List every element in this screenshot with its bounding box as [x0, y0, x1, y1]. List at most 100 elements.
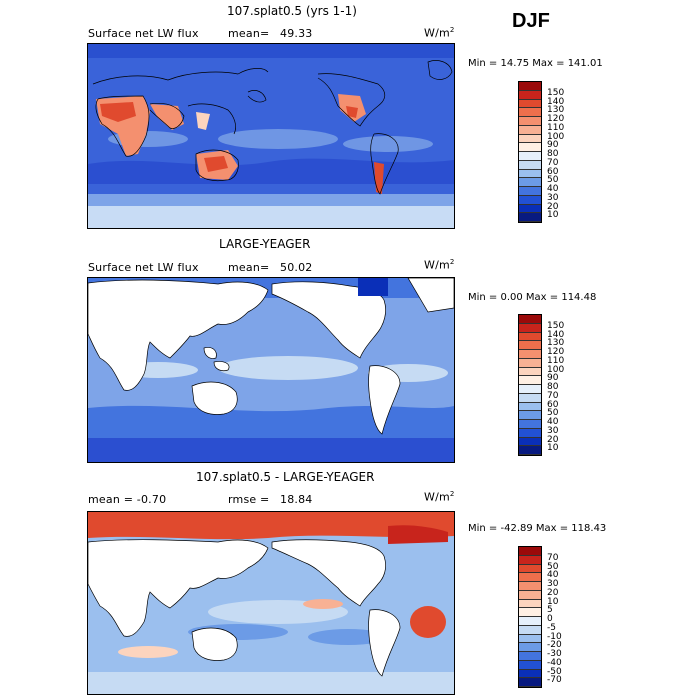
panel3-rmse-label: rmse = — [228, 493, 270, 506]
colorbar-swatch — [519, 393, 541, 403]
colorbar-swatch — [519, 367, 541, 377]
colorbar-tick-label: 5 — [547, 605, 553, 616]
colorbar-swatch — [519, 187, 541, 196]
panel1-title: 107.splat0.5 (yrs 1-1) — [227, 4, 357, 18]
colorbar-tick-label: 20 — [547, 587, 559, 598]
colorbar-swatch — [519, 582, 541, 591]
colorbar-tick-label: 80 — [547, 382, 559, 392]
colorbar-tick-label: 140 — [547, 96, 565, 107]
colorbar-tick-label: 80 — [547, 149, 559, 159]
panel1-units: W/m2 — [424, 26, 455, 40]
panel1-map — [87, 43, 455, 229]
colorbar-swatch — [519, 669, 541, 679]
colorbar-tick-label: 150 — [547, 320, 565, 331]
colorbar-tick-label: -30 — [547, 649, 562, 659]
colorbar-swatch — [519, 213, 541, 222]
colorbar-tick-label: 30 — [547, 579, 559, 589]
colorbar-swatch — [519, 402, 541, 412]
colorbar-swatch — [519, 134, 541, 144]
colorbar-tick-label: 50 — [547, 175, 559, 186]
colorbar-tick-label: -10 — [547, 631, 562, 642]
colorbar-tick-label: 110 — [547, 122, 565, 133]
colorbar-swatch — [519, 332, 541, 342]
colorbar-swatch — [519, 643, 541, 652]
colorbar-tick-label: 70 — [547, 390, 559, 401]
panel1-colorbar-segments — [519, 82, 541, 222]
colorbar-swatch — [519, 358, 541, 368]
panel2-colorbar-segments — [519, 315, 541, 455]
colorbar-swatch — [519, 590, 541, 600]
panel1-mean-value: 49.33 — [280, 27, 313, 40]
colorbar-tick-label: 120 — [547, 347, 565, 357]
colorbar-tick-label: 110 — [547, 355, 565, 366]
colorbar-tick-label: 100 — [547, 131, 565, 142]
colorbar-swatch — [519, 117, 541, 126]
panel3-title: 107.splat0.5 - LARGE-YEAGER — [196, 470, 375, 484]
colorbar-tick-label: 150 — [547, 87, 565, 98]
panel2-colorbar — [518, 314, 542, 456]
colorbar-swatch — [519, 376, 541, 385]
colorbar-swatch — [519, 625, 541, 635]
panel2-map — [87, 277, 455, 463]
colorbar-swatch — [519, 160, 541, 170]
colorbar-swatch — [519, 564, 541, 574]
colorbar-swatch — [519, 315, 541, 324]
colorbar-swatch — [519, 446, 541, 455]
colorbar-tick-label: 10 — [547, 596, 559, 607]
colorbar-tick-label: -70 — [547, 675, 562, 686]
colorbar-tick-label: -50 — [547, 666, 562, 677]
panel1-min-max: Min = 14.75 Max = 141.01 — [468, 58, 603, 69]
colorbar-swatch — [519, 385, 541, 394]
colorbar-tick-label: 140 — [547, 329, 565, 340]
colorbar-swatch — [519, 555, 541, 565]
colorbar-tick-label: 50 — [547, 408, 559, 419]
colorbar-swatch — [519, 411, 541, 420]
colorbar-tick-label: 130 — [547, 338, 565, 349]
colorbar-tick-label: -5 — [547, 622, 556, 633]
season-label: DJF — [512, 10, 550, 32]
panel3-mean-diff: mean = -0.70 — [88, 493, 167, 506]
colorbar-tick-label: 20 — [547, 434, 559, 445]
colorbar-tick-label: 60 — [547, 399, 559, 410]
colorbar-swatch — [519, 108, 541, 117]
panel1-colorbar — [518, 81, 542, 223]
colorbar-swatch — [519, 634, 541, 644]
panel2-min-max: Min = 0.00 Max = 114.48 — [468, 292, 597, 303]
colorbar-tick-label: 0 — [547, 614, 553, 624]
colorbar-swatch — [519, 152, 541, 161]
panel2-variable-label: Surface net LW flux — [88, 261, 199, 274]
colorbar-swatch — [519, 82, 541, 91]
colorbar-tick-label: 10 — [547, 443, 559, 454]
colorbar-tick-label: 40 — [547, 184, 559, 194]
colorbar-swatch — [519, 660, 541, 670]
panel3-units: W/m2 — [424, 490, 455, 504]
colorbar-swatch — [519, 178, 541, 187]
colorbar-swatch — [519, 195, 541, 205]
panel1-mean-label: mean= — [228, 27, 270, 40]
colorbar-tick-label: 30 — [547, 192, 559, 203]
colorbar-swatch — [519, 573, 541, 582]
colorbar-swatch — [519, 599, 541, 609]
colorbar-tick-label: 30 — [547, 425, 559, 436]
colorbar-swatch — [519, 617, 541, 626]
colorbar-tick-label: 70 — [547, 552, 559, 563]
colorbar-tick-label: 90 — [547, 373, 559, 384]
colorbar-swatch — [519, 547, 541, 556]
colorbar-tick-label: -20 — [547, 640, 562, 651]
panel3-min-max: Min = -42.89 Max = 118.43 — [468, 523, 607, 534]
colorbar-swatch — [519, 652, 541, 661]
colorbar-tick-label: 10 — [547, 210, 559, 221]
panel3-map-image — [88, 512, 454, 694]
panel2-units: W/m2 — [424, 258, 455, 272]
panel1-map-image — [88, 44, 454, 228]
panel2-title: LARGE-YEAGER — [219, 237, 311, 251]
colorbar-swatch — [519, 169, 541, 179]
panel2-mean-label: mean= — [228, 261, 270, 274]
colorbar-tick-label: 90 — [547, 140, 559, 151]
colorbar-tick-label: 20 — [547, 201, 559, 212]
colorbar-swatch — [519, 125, 541, 135]
colorbar-swatch — [519, 437, 541, 447]
colorbar-tick-label: 120 — [547, 114, 565, 124]
panel2-map-image — [88, 278, 454, 462]
colorbar-swatch — [519, 90, 541, 100]
